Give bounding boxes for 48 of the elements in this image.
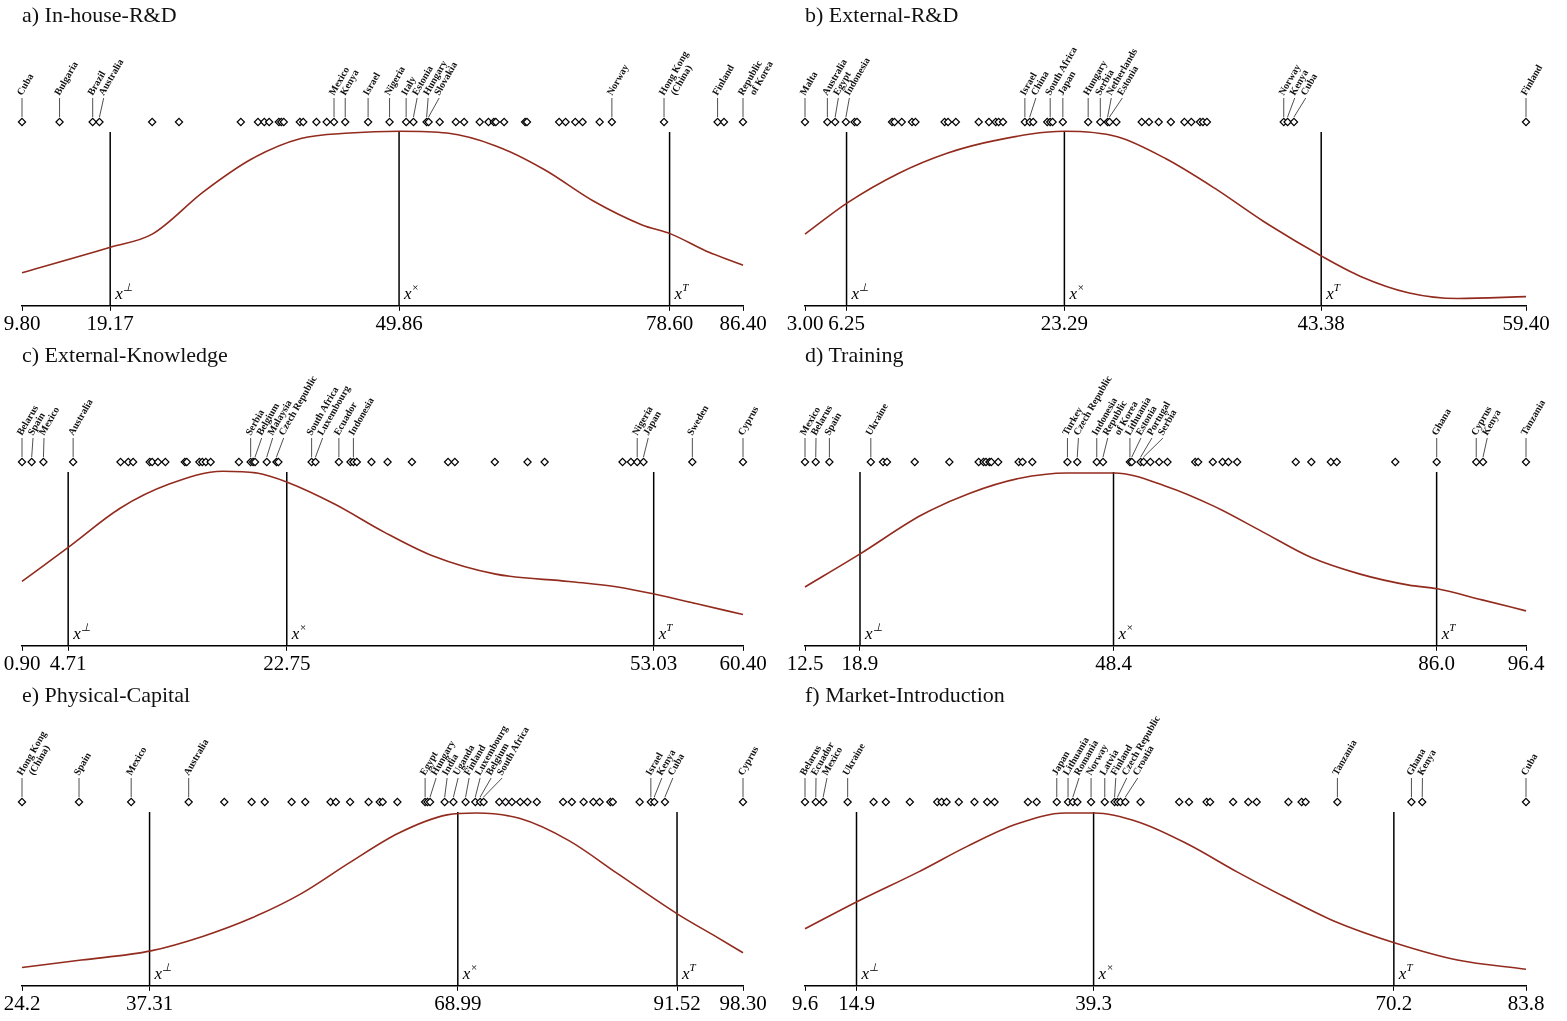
x-tick-label: 14.9 <box>838 990 875 1015</box>
ref-line-label: x× <box>403 281 420 303</box>
x-tick-label: 3.00 <box>786 310 824 335</box>
x-tick-label: 18.9 <box>841 650 879 675</box>
chart-title: e) Physical-Capital <box>21 681 191 709</box>
x-tick-label: 86.40 <box>719 310 767 335</box>
x-tick-label: 9.80 <box>3 310 41 335</box>
x-tick-label: 39.3 <box>1075 990 1112 1015</box>
chart-title: b) External-R&D <box>804 1 960 29</box>
x-tick-label: 53.03 <box>630 650 678 675</box>
x-tick-label: 37.31 <box>125 990 174 1015</box>
x-tick-label: 86.0 <box>1418 650 1455 675</box>
x-tick-label: 83.8 <box>1507 990 1545 1015</box>
ref-line-label: x⊥ <box>72 621 91 643</box>
ref-line-label: x⊥ <box>153 961 173 983</box>
x-tick-label: 43.38 <box>1297 310 1345 335</box>
ref-line-label: x⊥ <box>850 281 870 303</box>
x-tick-label: 23.29 <box>1040 310 1089 335</box>
ref-line-label: x× <box>1097 961 1114 983</box>
x-tick-label: 91.52 <box>653 990 701 1015</box>
ref-line-label: x× <box>290 621 307 643</box>
x-tick-label: 4.71 <box>49 650 87 675</box>
ref-line-label: x⊥ <box>114 281 133 303</box>
x-tick-label: 68.99 <box>434 990 482 1015</box>
ref-line-label: x× <box>461 961 478 983</box>
ref-line-label: x⊥ <box>864 621 883 643</box>
ref-line-label: x× <box>1068 281 1085 303</box>
x-tick-label: 12.5 <box>786 650 824 675</box>
x-tick-label: 96.4 <box>1507 650 1545 675</box>
x-tick-label: 0.90 <box>3 650 41 675</box>
chart-title: d) Training <box>804 341 905 369</box>
x-tick-label: 49.86 <box>375 310 423 335</box>
x-tick-label: 22.75 <box>263 650 311 675</box>
chart-title: a) In-house-R&D <box>21 1 178 29</box>
chart-title: f) Market-Introduction <box>804 681 1006 709</box>
x-tick-label: 24.2 <box>3 990 41 1015</box>
ref-line-label: x⊥ <box>860 961 880 983</box>
x-tick-label: 59.40 <box>1502 310 1550 335</box>
x-tick-label: 60.40 <box>719 650 767 675</box>
ref-line-label: x× <box>1117 621 1134 643</box>
chart-title: c) External-Knowledge <box>21 341 229 369</box>
x-tick-label: 9.6 <box>791 990 819 1015</box>
x-tick-label: 48.4 <box>1095 650 1133 675</box>
x-tick-label: 70.2 <box>1375 990 1413 1015</box>
x-tick-label: 78.60 <box>645 310 694 335</box>
x-tick-label: 6.25 <box>828 310 865 335</box>
x-tick-label: 19.17 <box>86 310 134 335</box>
x-tick-label: 98.30 <box>719 990 767 1015</box>
